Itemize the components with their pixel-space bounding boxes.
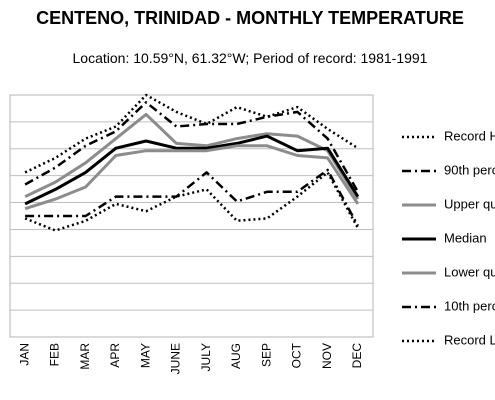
chart-title: CENTENO, TRINIDAD - MONTHLY TEMPERATURE — [36, 8, 464, 28]
x-tick-label: DEC — [350, 343, 364, 369]
x-tick-label: JUNE — [169, 343, 183, 374]
series-line-0 — [24, 93, 359, 174]
x-tick-label: SEP — [259, 343, 273, 367]
legend-label-6: Record Low — [444, 332, 495, 347]
legend-label-5: 10th percentile — [444, 298, 495, 313]
series-lines — [24, 93, 360, 232]
x-tick-label: JAN — [17, 343, 31, 366]
x-tick-label: FEB — [48, 343, 62, 366]
x-axis-ticks: JAN FEB MAR APR MAY JUNE JULY AUG SEP OCT NOV DEC — [17, 342, 364, 374]
x-tick-label: AUG — [229, 343, 243, 369]
x-tick-label: OCT — [290, 342, 304, 368]
legend-label-2: Upper quartile — [444, 196, 495, 211]
series-line-6 — [24, 171, 359, 232]
legend-label-1: 90th percentile — [444, 162, 495, 177]
legend-label-0: Record High — [444, 128, 495, 143]
series-line-2 — [24, 112, 360, 200]
legend-label-4: Lower quartile — [444, 264, 495, 279]
x-tick-label: MAR — [78, 343, 92, 370]
x-tick-label: JULY — [199, 343, 213, 371]
x-tick-label: MAY — [138, 343, 152, 368]
legend: Record High 90th percentile Upper quartile… — [402, 128, 495, 347]
x-tick-label: APR — [108, 343, 122, 368]
plot-area-border — [9, 94, 374, 338]
series-line-5 — [25, 168, 359, 227]
series-line-1 — [24, 101, 359, 193]
x-tick-label: NOV — [320, 343, 334, 369]
chart-subtitle: Location: 10.59°N, 61.32°W; Period of re… — [73, 50, 428, 66]
series-line-4 — [24, 144, 360, 211]
series-line-3 — [24, 134, 360, 206]
legend-label-3: Median — [444, 230, 487, 245]
